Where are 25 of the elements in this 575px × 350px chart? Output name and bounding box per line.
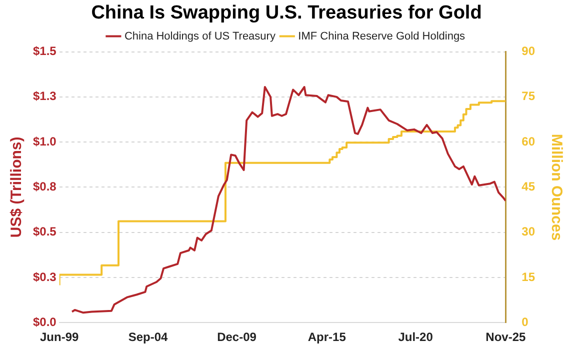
x-tick-label: Jul-20 (398, 330, 434, 344)
y2-tick-label: 30 (522, 224, 536, 239)
y-tick-label: $0.5 (32, 224, 57, 239)
y-tick-label: $1.3 (32, 89, 57, 104)
legend-label: IMF China Reserve Gold Holdings (298, 30, 466, 42)
y-tick-label: $0.0 (32, 314, 57, 329)
chart-title: China Is Swapping U.S. Treasuries for Gold (91, 2, 482, 24)
y-axis-title: US$ (Trillions) (8, 136, 26, 238)
y2-axis-title: Million Ounces (548, 134, 565, 241)
y-tick-label: $0.8 (32, 180, 57, 194)
y-tick-label: $0.3 (32, 270, 57, 284)
y2-tick-label: 75 (522, 89, 536, 104)
x-tick-label: Apr-15 (308, 330, 346, 344)
x-tick-label: Dec-09 (217, 330, 257, 344)
legend-label: China Holdings of US Treasury (124, 30, 276, 42)
x-tick-label: Sep-04 (128, 330, 168, 344)
y-tick-label: $1.0 (32, 134, 57, 148)
y2-tick-label: 60 (522, 134, 536, 148)
y2-tick-label: 45 (522, 180, 536, 194)
x-tick-label: Jun-99 (40, 330, 80, 344)
y2-tick-label: 90 (522, 44, 536, 58)
x-tick-label: Nov-25 (486, 330, 526, 344)
y2-tick-label: 0 (522, 314, 529, 329)
y2-tick-label: 15 (522, 270, 536, 284)
y-tick-label: $1.5 (32, 44, 57, 58)
